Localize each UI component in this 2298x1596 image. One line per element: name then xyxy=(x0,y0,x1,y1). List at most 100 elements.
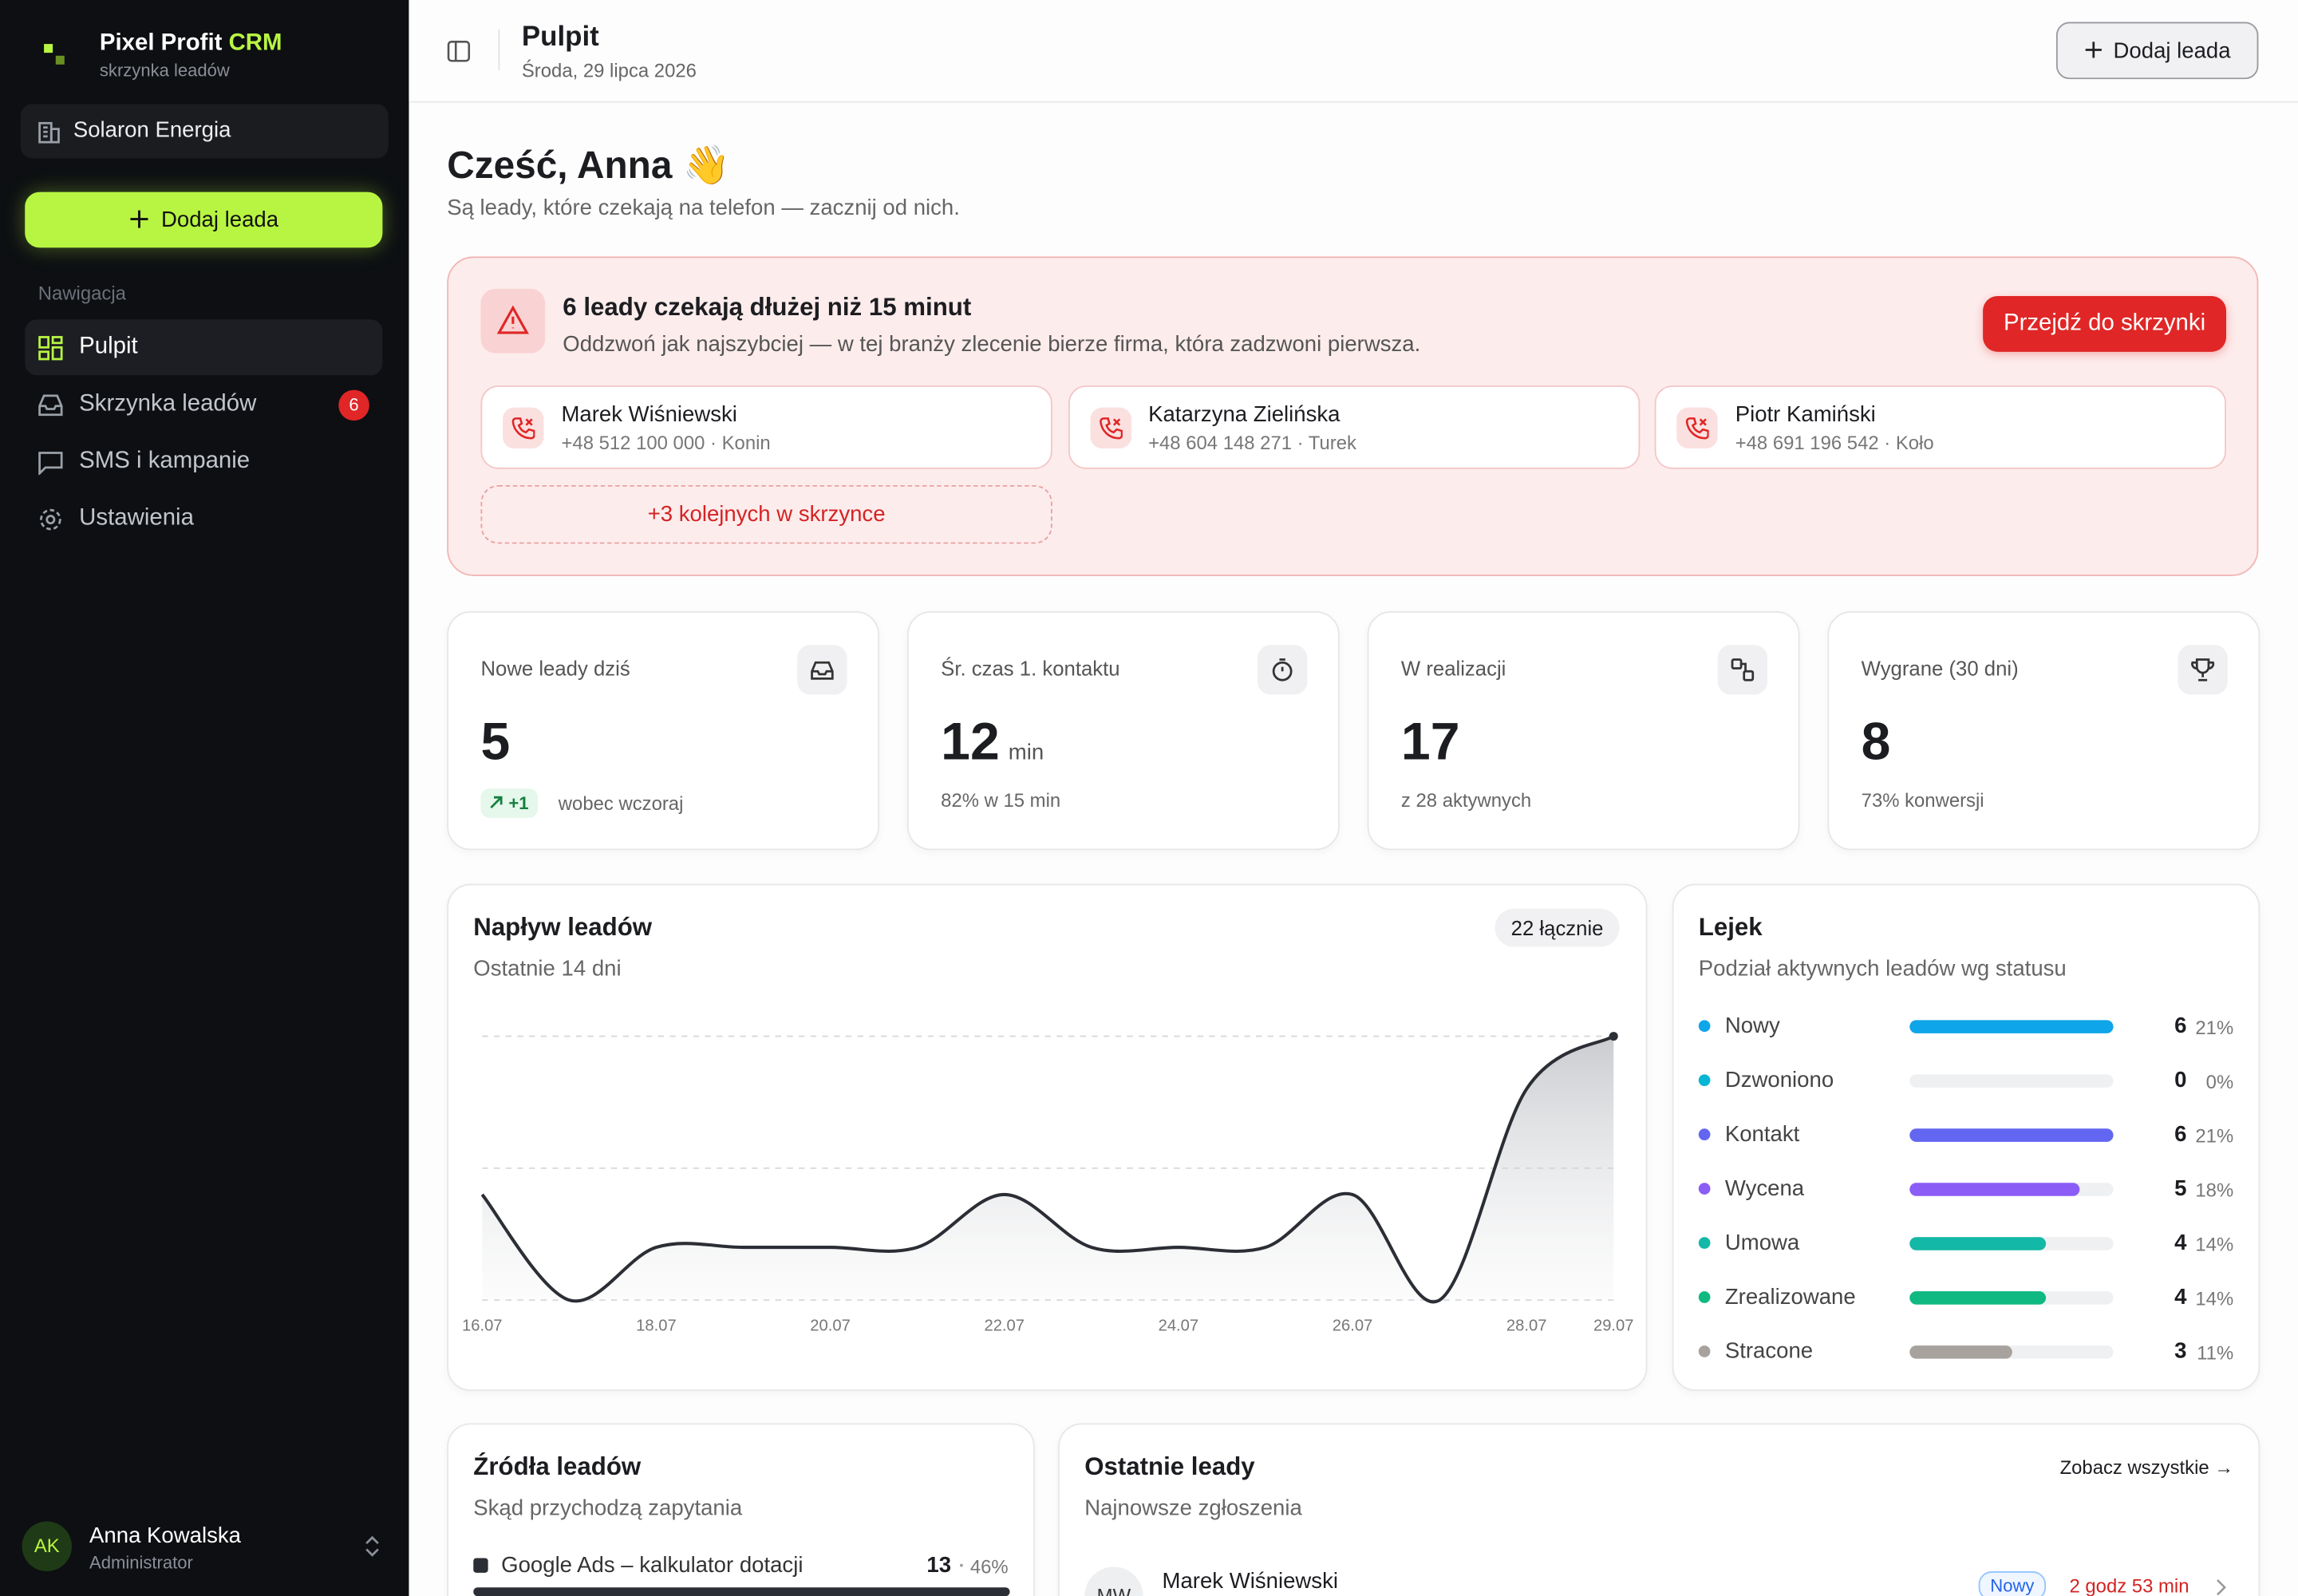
kpi-label: Nowe leady dziś xyxy=(480,656,630,681)
nav-icon xyxy=(40,508,61,531)
source-name: Google Ads – kalkulator dotacji xyxy=(501,1553,804,1578)
x-tick-label: 22.07 xyxy=(984,1317,1025,1335)
nav-item[interactable]: Skrzynka leadów 6 xyxy=(25,377,382,433)
brand: Pixel Profit CRM xyxy=(100,31,282,57)
source-share: 46% xyxy=(969,1555,1009,1578)
kpi-icon xyxy=(2191,658,2215,681)
kpi-delta: +1 xyxy=(480,788,538,818)
kpi-value: 8 xyxy=(1861,710,1891,772)
kpi-value: 12 xyxy=(941,710,1000,772)
nav-item[interactable]: SMS i kampanie xyxy=(25,434,382,490)
greeting-title: Cześć, Anna 👋 xyxy=(447,143,731,188)
alert-lead-card[interactable]: Katarzyna Zielińska +48 604 148 271 · Tur… xyxy=(1068,385,1640,469)
alert-lead-name: Piotr Kamiński xyxy=(1735,402,1876,428)
status-count: 3 xyxy=(2174,1338,2187,1365)
nav-badge: 6 xyxy=(338,389,369,421)
phone-icon xyxy=(1099,417,1123,440)
nav-item[interactable]: Ustawienia xyxy=(25,491,382,547)
kpi-icon-box xyxy=(797,645,847,695)
user-menu-chevron[interactable] xyxy=(364,1535,381,1558)
status-share: 21% xyxy=(2195,1124,2234,1148)
alert-lead-details: +48 512 100 000 · Konin xyxy=(561,431,771,454)
status-bar xyxy=(1909,1236,2046,1250)
status-count: 6 xyxy=(2174,1122,2187,1148)
status-track xyxy=(1909,1345,2114,1358)
status-name: Nowy xyxy=(1724,1013,1780,1039)
kpi-icon xyxy=(1272,658,1293,681)
kpi-card: Śr. czas 1. kontaktu 12 min 82% w 15 min xyxy=(906,610,1340,851)
workspace-switcher[interactable]: Solaron Energia xyxy=(20,104,389,159)
status-dot xyxy=(1698,1237,1711,1249)
nav-icon xyxy=(38,336,63,361)
chart-title: Napływ leadów xyxy=(473,913,653,942)
up-arrow xyxy=(490,796,503,809)
kpi-icon-box xyxy=(2178,645,2228,695)
warning-icon xyxy=(496,305,529,334)
more-leads[interactable]: +3 kolejnych w skrzynce xyxy=(480,484,1052,544)
status-bar xyxy=(1909,1128,2114,1141)
sidebar: Pixel Profit CRM skrzynka leadów Solaron… xyxy=(0,0,409,1596)
kpi-label: W realizacji xyxy=(1400,656,1506,681)
status-share: 14% xyxy=(2195,1233,2234,1256)
line-chart: 16.07 18.07 20.07 22.07 24.07 26.07 28.07 29.07 xyxy=(462,1032,1634,1335)
nav-heading: Nawigacja xyxy=(38,282,126,305)
funnel-card: Lejek Podział aktywnych leadów wg status… xyxy=(1672,883,2260,1392)
chart-total-badge: 22 łącznie xyxy=(1494,908,1620,947)
nav-label: Skrzynka leadów xyxy=(79,391,257,417)
status-dot xyxy=(1698,1183,1711,1195)
user-role: Administrator xyxy=(89,1552,193,1573)
recent-title: Ostatnie leady xyxy=(1084,1452,1255,1481)
status-track xyxy=(1909,1236,2114,1250)
lead-age: 2 godz 53 min xyxy=(2069,1574,2189,1596)
status-dot xyxy=(1698,1345,1711,1357)
phone-icon xyxy=(511,417,535,440)
status-count: 5 xyxy=(2174,1175,2187,1202)
header-separator xyxy=(498,29,500,71)
kpi-note: 82% w 15 min xyxy=(941,789,1061,812)
source-swatch xyxy=(473,1558,488,1573)
status-name: Umowa xyxy=(1724,1230,1800,1256)
sidebar-toggle[interactable] xyxy=(447,40,471,63)
brand-name: Pixel Profit xyxy=(99,30,223,56)
status-share: 11% xyxy=(2197,1341,2234,1365)
source-count: 13 xyxy=(926,1553,952,1578)
kpi-icon-box xyxy=(1717,645,1768,695)
status-track xyxy=(1909,1290,2114,1304)
funnel-subtitle: Podział aktywnych leadów wg statusu xyxy=(1698,956,2067,982)
source-track xyxy=(473,1587,1010,1596)
kpi-icon xyxy=(811,661,834,680)
status-share: 21% xyxy=(2195,1016,2234,1039)
add-lead-label: Dodaj leada xyxy=(25,207,382,232)
status-share: 18% xyxy=(2195,1179,2234,1202)
recent-lead-row[interactable]: MW Marek Wiśniewski Nowy 2 godz 53 min xyxy=(1060,1566,2258,1596)
header-add-lead-button[interactable]: Dodaj leada xyxy=(2055,22,2259,80)
area xyxy=(482,1036,1614,1302)
alert-lead-card[interactable]: Marek Wiśniewski +48 512 100 000 · Konin xyxy=(480,385,1052,469)
alert-lead-name: Marek Wiśniewski xyxy=(561,402,737,428)
status-share: 0% xyxy=(2205,1070,2234,1093)
sources-subtitle: Skąd przychodzą zapytania xyxy=(473,1495,743,1521)
add-lead-text: Dodaj leada xyxy=(160,207,279,233)
user-avatar: AK xyxy=(22,1521,73,1571)
see-all-link[interactable]: Zobacz wszystkie → xyxy=(2059,1456,2234,1479)
header-add-label: Dodaj leada xyxy=(2058,39,2257,64)
kpi-label: Wygrane (30 dni) xyxy=(1861,656,2019,681)
brand-accent: CRM xyxy=(228,30,282,56)
lead-status: Nowy xyxy=(1978,1570,2047,1596)
phone-icon-box xyxy=(503,407,544,449)
brand-sub: skrzynka leadów xyxy=(99,60,230,81)
add-lead-button[interactable]: Dodaj leada xyxy=(25,192,383,248)
page-date: Środa, 29 lipca 2026 xyxy=(521,59,697,81)
chart-subtitle: Ostatnie 14 dni xyxy=(473,956,622,982)
nav-item[interactable]: Pulpit xyxy=(25,319,383,376)
alert-button[interactable]: Przejdź do skrzynki xyxy=(1983,296,2227,352)
status-count: 4 xyxy=(2174,1230,2187,1256)
kpi-value-row: 8 xyxy=(1862,711,1891,772)
lead-avatar: MW xyxy=(1084,1566,1143,1596)
status-track xyxy=(1909,1019,2114,1033)
building-icon xyxy=(38,121,60,144)
alert-lead-card[interactable]: Piotr Kamiński +48 691 196 542 · Koło xyxy=(1654,385,2227,469)
greeting-subtitle: Są leady, które czekają na telefon — zac… xyxy=(447,196,960,221)
kpi-delta-value: +1 xyxy=(508,792,529,814)
